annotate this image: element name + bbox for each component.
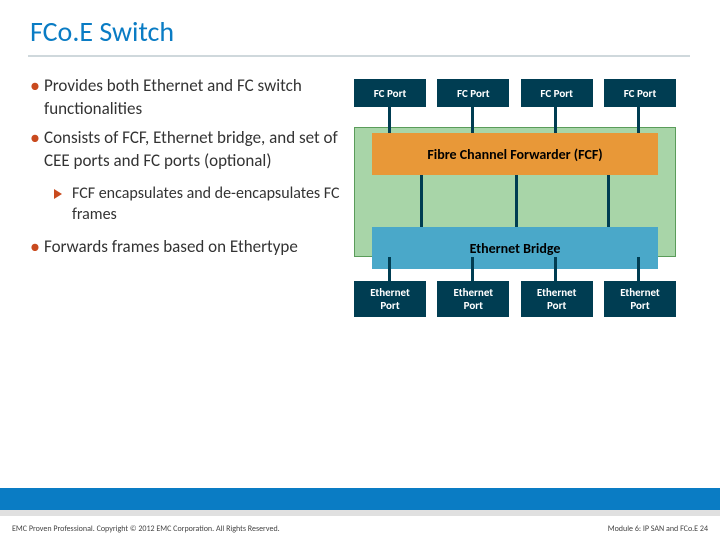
eth-port-line2: Port [547,299,566,312]
connector [388,107,391,133]
slide: FCo.E Switch Provides both Ethernet and … [0,0,720,540]
connector [471,107,474,133]
content-area: Provides both Ethernet and FC switch fun… [0,57,720,369]
connector [637,107,640,133]
bullet-item: Provides both Ethernet and FC switch fun… [30,75,340,121]
fc-port: FC Port [604,79,676,107]
eth-port-line1: Ethernet [537,286,577,299]
connector [471,257,474,281]
fc-port: FC Port [354,79,426,107]
ethernet-port-row: EthernetPort EthernetPort EthernetPort E… [350,281,680,317]
fcf-box: Fibre Channel Forwarder (FCF) [372,133,658,175]
page-title: FCo.E Switch [0,0,720,49]
ethernet-port: EthernetPort [521,281,593,317]
eth-port-line2: Port [464,299,483,312]
connector [637,257,640,281]
sub-bullet-item: FCF encapsulates and de-encapsulates FC … [54,183,340,226]
bullet-item: Consists of FCF, Ethernet bridge, and se… [30,127,340,173]
eth-port-line2: Port [380,299,399,312]
connector [607,175,610,227]
connector [388,257,391,281]
fcoe-diagram: FC Port FC Port FC Port FC Port Fibre Ch… [350,79,680,369]
eth-port-line1: Ethernet [620,286,660,299]
ethernet-port: EthernetPort [604,281,676,317]
fc-port: FC Port [437,79,509,107]
eth-port-line2: Port [630,299,649,312]
connector [420,175,423,227]
fc-port-row: FC Port FC Port FC Port FC Port [350,79,680,107]
eth-port-line1: Ethernet [454,286,494,299]
ethernet-bridge-box: Ethernet Bridge [372,227,658,269]
ethernet-port: EthernetPort [354,281,426,317]
footer-left: EMC Proven Professional. Copyright © 201… [12,524,280,534]
connector [515,175,518,227]
text-column: Provides both Ethernet and FC switch fun… [30,75,350,369]
connector [554,257,557,281]
footer-bar-accent [0,510,720,516]
diagram-column: FC Port FC Port FC Port FC Port Fibre Ch… [350,75,690,369]
connector [554,107,557,133]
ethernet-port: EthernetPort [437,281,509,317]
bullet-list: Provides both Ethernet and FC switch fun… [30,75,340,259]
footer-right: Module 6: IP SAN and FCo.E 24 [608,524,708,534]
eth-port-line1: Ethernet [370,286,410,299]
fc-port: FC Port [521,79,593,107]
bullet-item: Forwards frames based on Ethertype [30,236,340,259]
footer-bar [0,488,720,510]
